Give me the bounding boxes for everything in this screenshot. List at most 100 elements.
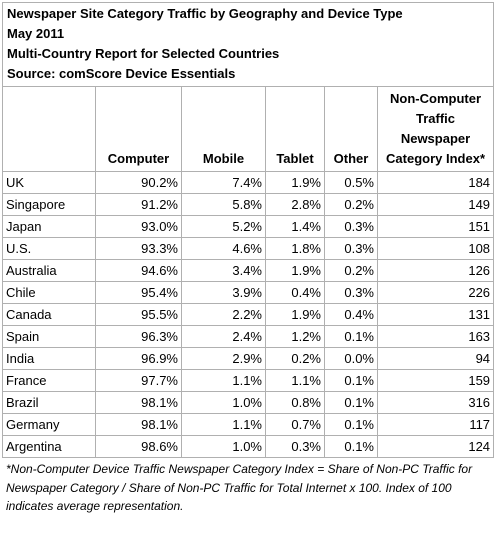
footnote: *Non-Computer Device Traffic Newspaper C… [6, 462, 473, 513]
other-share-cell: 0.1% [324, 369, 378, 392]
table-row: Australia 94.6% 3.4% 1.9% 0.2% 126 [2, 259, 495, 282]
country-cell: Argentina [2, 435, 96, 458]
table-row: Chile 95.4% 3.9% 0.4% 0.3% 226 [2, 281, 495, 304]
column-header-mobile: Mobile [181, 86, 266, 172]
other-share-cell: 0.1% [324, 391, 378, 414]
mobile-share-cell: 1.1% [181, 413, 266, 436]
index-cell: 108 [376, 237, 495, 260]
table-row: Canada 95.5% 2.2% 1.9% 0.4% 131 [2, 303, 495, 326]
other-share-cell: 0.3% [324, 215, 378, 238]
index-cell: 151 [376, 215, 495, 238]
country-cell: Japan [2, 215, 96, 238]
index-cell: 131 [376, 303, 495, 326]
mobile-share-cell: 3.9% [181, 281, 266, 304]
computer-share-cell: 91.2% [95, 193, 182, 216]
index-cell: 226 [376, 281, 495, 304]
column-header-country [2, 86, 96, 172]
table-row: Spain 96.3% 2.4% 1.2% 0.1% 163 [2, 325, 495, 348]
country-cell: India [2, 347, 96, 370]
computer-share-cell: 98.6% [95, 435, 182, 458]
table-row: Japan 93.0% 5.2% 1.4% 0.3% 151 [2, 215, 495, 238]
subtitle-date: May 2011 [7, 26, 65, 41]
tablet-share-cell: 0.4% [265, 281, 325, 304]
country-cell: Brazil [2, 391, 96, 414]
other-share-cell: 0.4% [324, 303, 378, 326]
country-cell: U.S. [2, 237, 96, 260]
tablet-share-cell: 1.9% [265, 171, 325, 194]
index-cell: 126 [376, 259, 495, 282]
mobile-share-cell: 7.4% [181, 171, 266, 194]
country-cell: France [2, 369, 96, 392]
index-cell: 149 [376, 193, 495, 216]
other-share-cell: 0.2% [324, 259, 378, 282]
computer-share-cell: 93.0% [95, 215, 182, 238]
tablet-share-cell: 1.8% [265, 237, 325, 260]
country-cell: Chile [2, 281, 96, 304]
other-share-cell: 0.2% [324, 193, 378, 216]
country-cell: Australia [2, 259, 96, 282]
mobile-share-cell: 5.8% [181, 193, 266, 216]
traffic-table: Newspaper Site Category Traffic by Geogr… [1, 2, 495, 458]
other-share-cell: 0.5% [324, 171, 378, 194]
computer-share-cell: 97.7% [95, 369, 182, 392]
table-row: India 96.9% 2.9% 0.2% 0.0% 94 [2, 347, 495, 370]
computer-share-cell: 98.1% [95, 391, 182, 414]
index-cell: 163 [376, 325, 495, 348]
other-share-cell: 0.0% [324, 347, 378, 370]
country-cell: Spain [2, 325, 96, 348]
mobile-share-cell: 3.4% [181, 259, 266, 282]
column-header-other: Other [324, 86, 378, 172]
country-cell: Canada [2, 303, 96, 326]
country-cell: Singapore [2, 193, 96, 216]
tablet-share-cell: 0.3% [265, 435, 325, 458]
computer-share-cell: 98.1% [95, 413, 182, 436]
tablet-share-cell: 0.2% [265, 347, 325, 370]
mobile-share-cell: 1.0% [181, 391, 266, 414]
table-row: France 97.7% 1.1% 1.1% 0.1% 159 [2, 369, 495, 392]
tablet-share-cell: 1.2% [265, 325, 325, 348]
tablet-share-cell: 0.8% [265, 391, 325, 414]
tablet-share-cell: 2.8% [265, 193, 325, 216]
tablet-share-cell: 1.9% [265, 259, 325, 282]
computer-share-cell: 93.3% [95, 237, 182, 260]
table-body: UK 90.2% 7.4% 1.9% 0.5% 184 Singapore 91.2% 5.8%… [2, 171, 495, 458]
mobile-share-cell: 5.2% [181, 215, 266, 238]
computer-share-cell: 90.2% [95, 171, 182, 194]
computer-share-cell: 94.6% [95, 259, 182, 282]
column-header-tablet: Tablet [265, 86, 325, 172]
table-row: U.S. 93.3% 4.6% 1.8% 0.3% 108 [2, 237, 495, 260]
column-header-row: Computer Mobile Tablet Other Non-Compute… [2, 86, 495, 172]
table-title-block: Newspaper Site Category Traffic by Geogr… [1, 2, 495, 87]
table-row: Brazil 98.1% 1.0% 0.8% 0.1% 316 [2, 391, 495, 414]
column-header-computer: Computer [95, 86, 182, 172]
table-row: Argentina 98.6% 1.0% 0.3% 0.1% 124 [2, 435, 495, 458]
computer-share-cell: 96.9% [95, 347, 182, 370]
other-share-cell: 0.1% [324, 325, 378, 348]
index-cell: 184 [376, 171, 495, 194]
table-row: UK 90.2% 7.4% 1.9% 0.5% 184 [2, 171, 495, 194]
computer-share-cell: 96.3% [95, 325, 182, 348]
column-header-index: Non-Computer Traffic Newspaper Category … [376, 86, 495, 172]
title-line: Newspaper Site Category Traffic by Geogr… [7, 6, 403, 21]
mobile-share-cell: 1.0% [181, 435, 266, 458]
mobile-share-cell: 2.2% [181, 303, 266, 326]
index-cell: 94 [376, 347, 495, 370]
tablet-share-cell: 1.1% [265, 369, 325, 392]
subtitle-report: Multi-Country Report for Selected Countr… [7, 46, 280, 61]
index-cell: 124 [376, 435, 495, 458]
mobile-share-cell: 2.4% [181, 325, 266, 348]
other-share-cell: 0.1% [324, 435, 378, 458]
other-share-cell: 0.1% [324, 413, 378, 436]
mobile-share-cell: 1.1% [181, 369, 266, 392]
tablet-share-cell: 0.7% [265, 413, 325, 436]
other-share-cell: 0.3% [324, 237, 378, 260]
index-cell: 316 [376, 391, 495, 414]
tablet-share-cell: 1.4% [265, 215, 325, 238]
country-cell: UK [2, 171, 96, 194]
subtitle-source: Source: comScore Device Essentials [7, 66, 236, 81]
other-share-cell: 0.3% [324, 281, 378, 304]
table-row: Germany 98.1% 1.1% 0.7% 0.1% 117 [2, 413, 495, 436]
table-row: Singapore 91.2% 5.8% 2.8% 0.2% 149 [2, 193, 495, 216]
mobile-share-cell: 4.6% [181, 237, 266, 260]
tablet-share-cell: 1.9% [265, 303, 325, 326]
